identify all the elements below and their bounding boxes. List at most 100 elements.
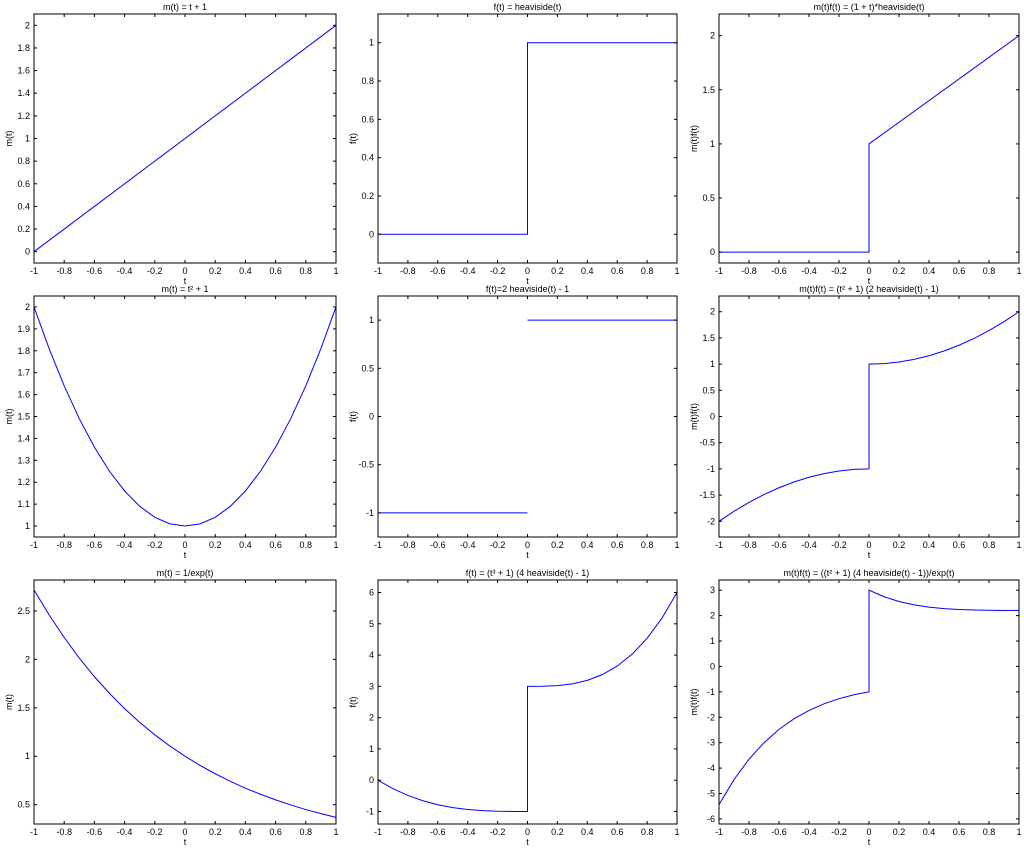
x-tick-label: 0.6: [269, 266, 282, 276]
x-tick-label: -0.8: [56, 540, 72, 550]
x-tick-label: 0.6: [269, 540, 282, 550]
y-tick-label: 0.5: [361, 363, 374, 373]
x-tick-label: 0.2: [551, 266, 564, 276]
x-tick-label: 0.4: [923, 827, 936, 837]
x-tick-label: -1: [374, 266, 382, 276]
series-line-1: [33, 306, 337, 527]
y-tick-label: 0.8: [361, 76, 374, 86]
x-tick-label: -0.4: [460, 266, 476, 276]
y-tick-label: 5: [369, 619, 374, 629]
x-tick-label: -1: [30, 540, 38, 550]
x-tick-label: -0.2: [831, 540, 847, 550]
x-tick-label: -0.2: [147, 540, 163, 550]
y-axis-label: m(t): [4, 409, 14, 425]
y-tick-label: 0: [369, 412, 374, 422]
x-tick-label: 1: [674, 827, 679, 837]
y-tick-label: 2: [710, 307, 715, 317]
x-tick-label: -0.4: [117, 540, 133, 550]
y-tick-label: 1.5: [17, 703, 30, 713]
x-tick-label: 0.6: [953, 540, 966, 550]
x-axis-label: t: [526, 837, 529, 847]
y-tick-label: 3: [369, 681, 374, 691]
y-tick-label: -3: [707, 738, 715, 748]
x-tick-label: -0.4: [117, 827, 133, 837]
subplot-3: -1 -0.8 -0.6 -0.4 -0.2 0 0.2 0.4 0.6 0.8 1 0 0.5 1 1.5…: [689, 2, 1022, 286]
x-axis-label: t: [868, 550, 871, 560]
x-tick-label: -0.4: [460, 827, 476, 837]
x-tick-label: 1: [674, 540, 679, 550]
x-tick-label: -0.4: [801, 827, 817, 837]
x-tick-label: 0.2: [893, 827, 906, 837]
x-tick-label: -0.6: [771, 827, 787, 837]
y-tick-label: 0.4: [17, 201, 30, 211]
subplot-5: -1 -0.8 -0.6 -0.4 -0.2 0 0.2 0.4 0.6 0.8 1 -1 -0.5 0 0…: [348, 284, 680, 560]
x-tick-label: -0.2: [490, 827, 506, 837]
y-tick-label: 2.5: [17, 606, 30, 616]
x-tick-label: -0.8: [741, 266, 757, 276]
x-tick-label: 1: [333, 540, 338, 550]
subplot-title: m(t) = 1/exp(t): [157, 568, 214, 578]
y-tick-label: 0: [369, 775, 374, 785]
x-tick-label: -0.8: [400, 266, 416, 276]
y-tick-label: 1: [710, 139, 715, 149]
x-tick-label: 0.6: [611, 827, 624, 837]
x-tick-label: -0.6: [771, 540, 787, 550]
series-line-1: [718, 311, 1020, 522]
y-axis-label: f(t): [348, 411, 358, 422]
x-tick-label: 0.6: [269, 827, 282, 837]
y-tick-label: 2: [25, 654, 30, 664]
x-tick-label: -0.2: [831, 266, 847, 276]
x-tick-label: 0.8: [983, 827, 996, 837]
x-tick-label: -0.2: [490, 266, 506, 276]
y-tick-label: -0.5: [358, 460, 374, 470]
x-tick-label: 0.4: [239, 266, 252, 276]
x-tick-label: -0.6: [430, 266, 446, 276]
y-tick-label: 0: [369, 229, 374, 239]
y-tick-label: 6: [369, 588, 374, 598]
y-tick-label: 1.7: [17, 368, 30, 378]
x-tick-label: -0.4: [117, 266, 133, 276]
y-tick-label: 1.2: [17, 477, 30, 487]
x-axis-label: t: [184, 550, 187, 560]
x-tick-label: 0.2: [209, 827, 222, 837]
y-tick-label: 0.5: [702, 385, 715, 395]
y-tick-label: 0.5: [702, 193, 715, 203]
x-tick-label: 0.2: [893, 266, 906, 276]
x-tick-label: 0.8: [300, 266, 313, 276]
y-tick-label: 0.2: [17, 224, 30, 234]
x-tick-label: 0: [866, 540, 871, 550]
y-tick-label: 0.4: [361, 153, 374, 163]
subplot-title: m(t)f(t) = (t² + 1) (2 heaviside(t) - 1): [799, 284, 939, 294]
x-tick-label: -1: [715, 266, 723, 276]
y-tick-label: -6: [707, 814, 715, 824]
y-tick-label: 1.3: [17, 455, 30, 465]
y-axis-label: f(t): [348, 133, 358, 144]
y-tick-label: 1.6: [17, 66, 30, 76]
subplot-title: m(t)f(t) = ((t² + 1) (4 heaviside(t) - 1…: [783, 568, 954, 578]
subplot-title: m(t)f(t) = (1 + t)*heaviside(t): [813, 2, 924, 12]
y-tick-label: 1.2: [17, 111, 30, 121]
x-tick-label: 1: [1016, 266, 1021, 276]
x-tick-label: 1: [333, 827, 338, 837]
subplot-8: -1 -0.8 -0.6 -0.4 -0.2 0 0.2 0.4 0.6 0.8 1 -1 0 1 2 3 4 5…: [348, 568, 680, 847]
x-tick-label: -0.2: [147, 266, 163, 276]
y-tick-label: 0.2: [361, 191, 374, 201]
x-tick-label: -0.6: [771, 266, 787, 276]
x-tick-label: -0.2: [831, 827, 847, 837]
x-tick-label: -0.4: [801, 266, 817, 276]
x-tick-label: 0: [182, 540, 187, 550]
y-tick-label: -1: [366, 806, 374, 816]
axes-frame: [33, 579, 337, 825]
y-tick-label: 1: [25, 521, 30, 531]
x-tick-label: 0.8: [641, 540, 654, 550]
y-tick-label: -2: [707, 516, 715, 526]
y-tick-label: 1: [25, 134, 30, 144]
x-tick-label: 0: [182, 266, 187, 276]
x-tick-label: 0: [525, 827, 530, 837]
series-line-1: [377, 592, 678, 812]
y-tick-label: -1.5: [699, 490, 715, 500]
y-tick-label: 1: [710, 359, 715, 369]
x-axis-label: t: [184, 837, 187, 847]
series-line-1: [33, 24, 337, 253]
y-tick-label: 0.6: [17, 179, 30, 189]
